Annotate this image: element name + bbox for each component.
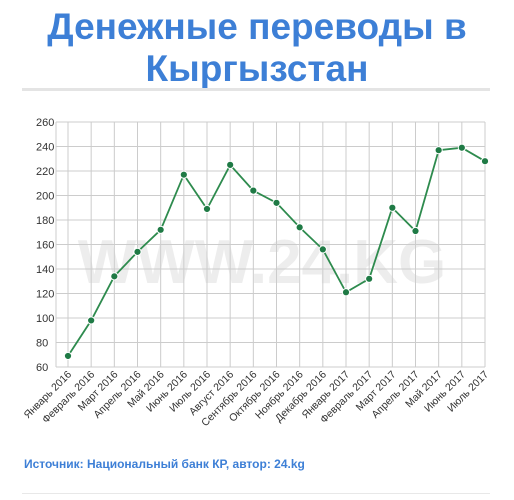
- line-chart: WWW.24.KG 60 80 100 120 140 160 180 200 220 240 26…: [22, 117, 492, 429]
- data-point: [411, 226, 420, 236]
- y-tick-label: 160: [36, 240, 54, 252]
- data-point: [133, 247, 142, 256]
- source-note: Источник: Национальный банк КР, автор: 2…: [24, 457, 305, 471]
- chart-title-line-2: Кыргызстан: [145, 48, 369, 89]
- title-divider: [22, 88, 490, 91]
- data-point: [365, 274, 374, 283]
- footer-divider: [22, 493, 490, 494]
- data-point: [87, 316, 96, 325]
- y-tick-label: 220: [36, 166, 54, 178]
- data-point: [295, 223, 304, 232]
- y-tick-label: 100: [36, 313, 54, 325]
- data-point: [179, 170, 188, 179]
- y-tick-label: 260: [36, 117, 54, 129]
- y-tick-label: 200: [36, 191, 54, 203]
- y-tick-label: 140: [36, 264, 54, 276]
- data-point: [110, 272, 119, 281]
- chart-title-line-1: Денежные переводы в: [47, 6, 467, 47]
- y-tick-label: 80: [36, 338, 48, 350]
- data-point: [457, 143, 466, 152]
- grid: [55, 121, 486, 368]
- data-point: [226, 160, 235, 169]
- data-point: [202, 204, 212, 214]
- y-tick-label: 60: [36, 362, 48, 374]
- y-axis: 60 80 100 120 140 160 180 200 220 240 260: [36, 117, 54, 374]
- data-point: [388, 203, 397, 212]
- y-tick-label: 120: [36, 289, 54, 301]
- y-tick-label: 240: [36, 142, 54, 154]
- chart-title: Денежные переводы в Кыргызстан: [0, 6, 514, 90]
- data-point: [318, 245, 327, 254]
- data-point: [434, 146, 443, 155]
- data-point: [63, 351, 73, 361]
- data-point: [249, 186, 258, 195]
- data-point: [156, 225, 165, 234]
- data-point: [272, 198, 281, 207]
- watermark: WWW.24.KG: [78, 228, 447, 297]
- data-point: [480, 157, 490, 166]
- data-point: [341, 288, 351, 297]
- data-points: [63, 143, 490, 361]
- y-tick-label: 180: [36, 215, 54, 227]
